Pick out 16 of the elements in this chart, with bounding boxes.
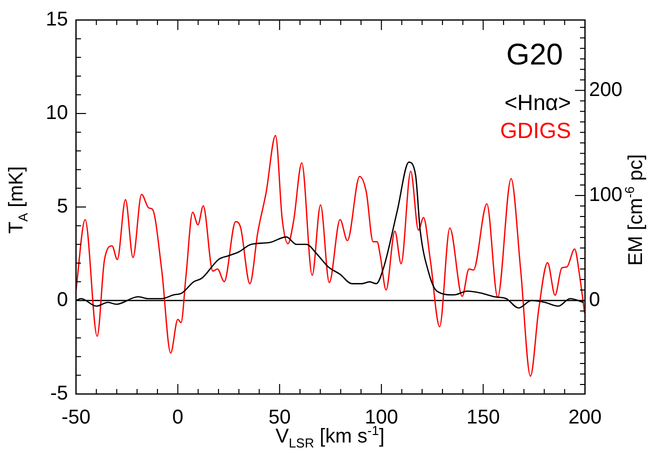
text: <Hnα>: [504, 90, 571, 116]
x-tick-label: 50: [268, 406, 291, 429]
y-tick-label: 10: [46, 102, 68, 124]
y2-tick-label: 200: [589, 78, 622, 101]
x-tick-label: 150: [466, 406, 500, 429]
y-tick-label: 5: [56, 196, 68, 218]
x-tick-label: 0: [172, 406, 184, 429]
text: G20: [506, 38, 563, 72]
series-label: GDIGS: [500, 118, 571, 144]
y-tick-label: 0: [56, 289, 68, 312]
x-tick-label: 200: [568, 406, 602, 429]
y-tick-label: 15: [46, 8, 68, 31]
y-tick-label: -5: [50, 382, 68, 405]
y2-tick-label: 0: [589, 289, 600, 312]
x-tick-label: -50: [62, 406, 90, 429]
y2-tick-label: 100: [589, 184, 622, 206]
